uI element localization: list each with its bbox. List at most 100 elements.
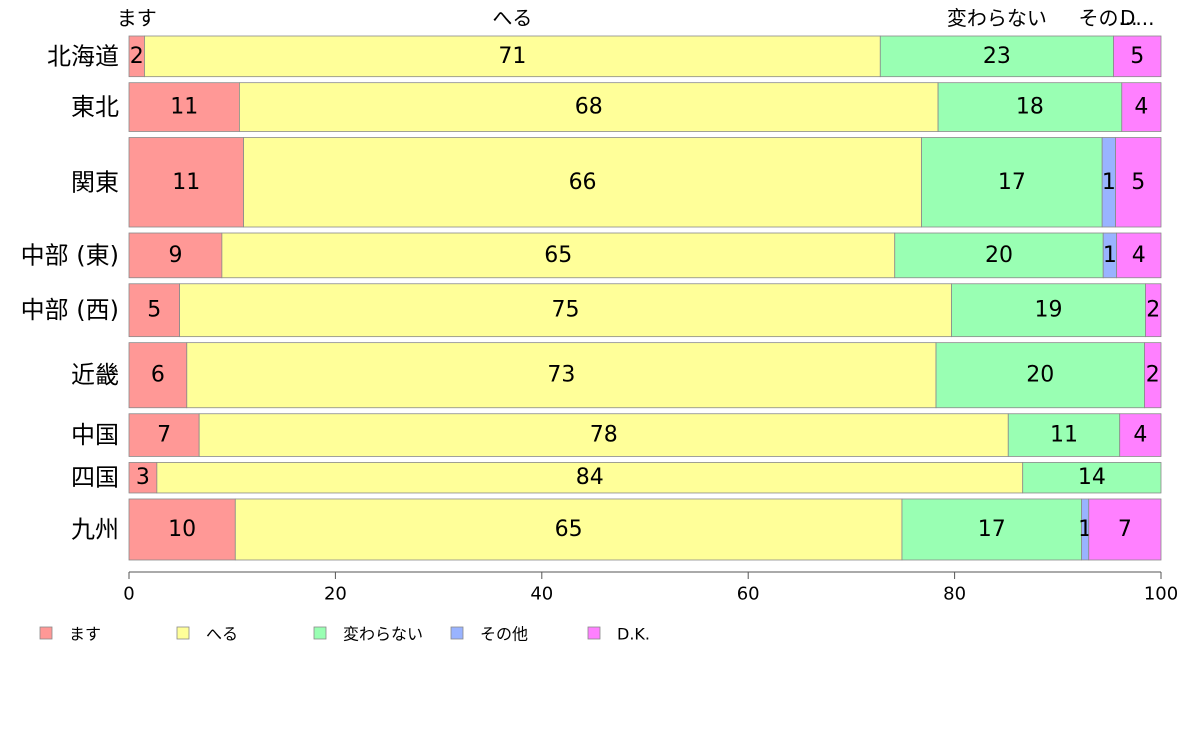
bar-row: 中部 (東) 9 65 20 1 4	[21, 232, 1162, 279]
data-label: 17	[998, 170, 1026, 195]
data-label: 65	[555, 517, 583, 542]
bar-segment	[198, 413, 1009, 457]
bar-segment	[128, 413, 200, 457]
bar-segment	[894, 232, 1104, 279]
bar-segment	[234, 498, 903, 561]
bar-segment	[935, 342, 1145, 409]
bar-row: 中部 (西) 5 75 19 2	[21, 283, 1162, 338]
data-label: 20	[985, 243, 1013, 268]
bar-segment	[128, 462, 158, 494]
data-label: 65	[544, 243, 572, 268]
data-label: 71	[498, 44, 526, 69]
bar-segment	[921, 137, 1103, 228]
top-series-label: ます	[117, 6, 157, 30]
legend: ます へる 変わらない その他 D.K.	[39, 625, 650, 644]
legend-item: その他	[450, 625, 528, 644]
legend-swatch	[176, 626, 190, 640]
bar-segment	[1115, 137, 1162, 228]
x-tick-label: 100	[1144, 584, 1178, 605]
x-tick-label: 40	[530, 584, 553, 605]
bar-segment	[186, 342, 937, 409]
data-label: 7	[1118, 517, 1132, 542]
data-label: 2	[1146, 298, 1160, 323]
legend-swatch	[450, 626, 464, 640]
top-series-label: 変わらない	[947, 6, 1047, 30]
bar-segment	[1116, 232, 1162, 279]
category-label: 東北	[71, 93, 119, 121]
top-series-label: へる	[492, 6, 532, 30]
bar-segment	[128, 498, 236, 561]
bar-row: 近畿 6 73 20 2	[71, 342, 1162, 409]
bar-segment	[128, 137, 244, 228]
data-label: 10	[168, 517, 196, 542]
legend-label: D.K.	[617, 625, 650, 644]
data-label: 3	[136, 465, 150, 490]
data-label: 11	[172, 170, 200, 195]
bar-row: 九州 10 65 17 1 7	[71, 498, 1162, 561]
data-label: 18	[1016, 95, 1044, 120]
bar-segment	[128, 342, 188, 409]
bar-row: 東北 11 68 18 4	[71, 82, 1162, 132]
bar-rows: 北海道 2 71 23 5東北 11 68 18 4関東 11 66 17 1 5中部 (東) 9 65 20 1…	[21, 35, 1162, 561]
legend-item: ます	[39, 625, 101, 644]
data-label: 5	[1131, 170, 1145, 195]
data-label: 4	[1133, 423, 1147, 448]
legend-label: ます	[69, 625, 101, 644]
bar-segment	[156, 462, 1024, 494]
category-label: 九州	[71, 515, 119, 543]
data-label: 6	[151, 363, 165, 388]
x-tick-label: 20	[324, 584, 347, 605]
data-label: 2	[130, 44, 144, 69]
data-label: 5	[1130, 44, 1144, 69]
bar-segment	[1088, 498, 1162, 561]
top-labels: ます へる 変わらない その...D...	[117, 6, 1155, 30]
data-label: 5	[147, 298, 161, 323]
bar-segment	[901, 498, 1082, 561]
data-label: 68	[575, 95, 603, 120]
bar-segment	[1113, 35, 1162, 78]
category-label: 四国	[71, 464, 119, 492]
bar-segment	[128, 283, 180, 338]
bar-segment	[144, 35, 881, 78]
bar-segment	[1121, 82, 1162, 132]
data-label: 23	[983, 44, 1011, 69]
data-label: 9	[168, 243, 182, 268]
category-label: 近畿	[71, 361, 119, 389]
data-label: 11	[1050, 423, 1078, 448]
legend-swatch	[39, 626, 53, 640]
data-label: 19	[1035, 298, 1063, 323]
bar-row: 中国 7 78 11 4	[71, 413, 1162, 457]
legend-item: D.K.	[587, 625, 650, 644]
bar-segment	[179, 283, 952, 338]
data-label: 75	[552, 298, 580, 323]
top-series-label: その...	[1078, 6, 1137, 30]
data-label: 66	[569, 170, 597, 195]
category-label: 関東	[71, 168, 119, 196]
bar-segment	[128, 82, 240, 132]
bar-segment	[243, 137, 922, 228]
data-label: 14	[1078, 465, 1106, 490]
x-tick-label: 80	[943, 584, 966, 605]
data-label: 1	[1103, 243, 1117, 268]
category-label: 中部 (東)	[21, 241, 119, 269]
legend-item: へる	[176, 625, 238, 644]
data-label: 4	[1132, 243, 1146, 268]
bar-segment	[239, 82, 939, 132]
bar-segment	[1144, 342, 1162, 409]
data-label: 4	[1134, 95, 1148, 120]
bar-segment	[1007, 413, 1121, 457]
data-label: 2	[1146, 363, 1160, 388]
legend-label: その他	[480, 625, 528, 644]
bar-row: 関東 11 66 17 1 5	[71, 137, 1162, 228]
category-label: 北海道	[47, 42, 119, 70]
legend-label: 変わらない	[343, 625, 423, 644]
legend-label: へる	[206, 625, 238, 644]
data-label: 1	[1102, 170, 1116, 195]
bar-segment	[1022, 462, 1162, 494]
legend-swatch	[313, 626, 327, 640]
legend-item: 変わらない	[313, 625, 423, 644]
data-label: 73	[547, 363, 575, 388]
x-tick-label: 60	[737, 584, 760, 605]
bar-segment	[221, 232, 896, 279]
